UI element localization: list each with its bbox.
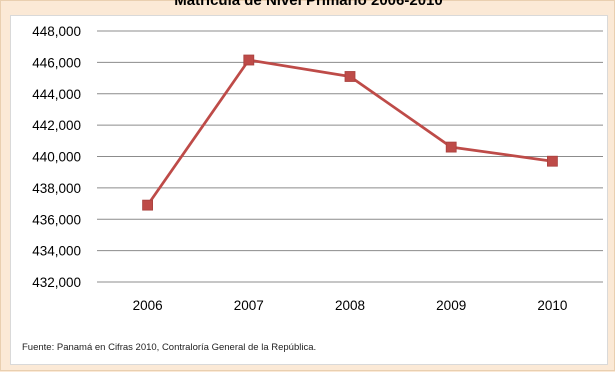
- y-tick-label: 432,000: [32, 275, 81, 290]
- y-tick-label: 448,000: [32, 24, 81, 39]
- series-layer: [142, 54, 558, 211]
- x-axis-tick-labels: 2006 2007 2008 2009 2010: [133, 298, 568, 313]
- x-tick-label: 2009: [436, 298, 466, 313]
- y-axis-tick-labels: 432,000 434,000 436,000 438,000 440,000 442,0…: [32, 24, 81, 290]
- x-tick-label: 2008: [335, 298, 365, 313]
- data-point-marker: [243, 54, 255, 66]
- source-note: Fuente: Panamá en Cifras 2010, Contralor…: [22, 342, 317, 353]
- y-tick-label: 442,000: [32, 118, 81, 133]
- y-tick-label: 436,000: [32, 212, 81, 227]
- data-point-marker: [547, 155, 558, 167]
- data-point-marker: [142, 199, 154, 211]
- y-tick-label: 434,000: [32, 244, 81, 259]
- gridlines: [97, 30, 603, 283]
- chart-title: Matrícula de Nivel Primario 2006-2010: [174, 0, 443, 9]
- data-point-marker: [445, 141, 457, 153]
- chart-panel: [10, 15, 608, 365]
- x-tick-label: 2007: [234, 298, 264, 313]
- x-tick-label: 2006: [133, 298, 163, 313]
- y-tick-label: 440,000: [32, 150, 81, 165]
- y-tick-label: 438,000: [32, 181, 81, 196]
- x-tick-label: 2010: [537, 298, 567, 313]
- y-tick-label: 446,000: [32, 55, 81, 70]
- y-tick-label: 444,000: [32, 87, 81, 102]
- data-point-marker: [344, 71, 356, 82]
